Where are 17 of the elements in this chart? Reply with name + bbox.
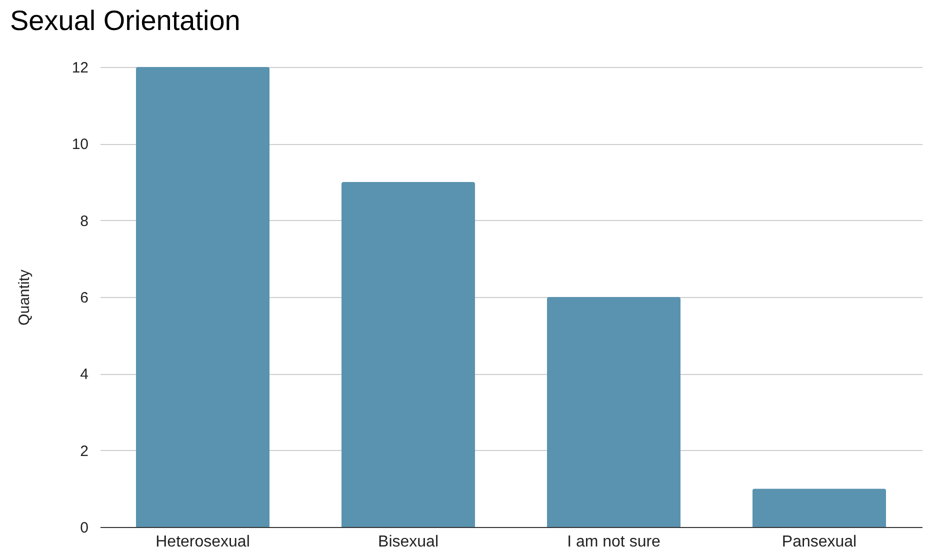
bar bbox=[752, 488, 886, 527]
y-axis-title: Quantity bbox=[16, 269, 33, 326]
bar bbox=[546, 297, 681, 527]
x-tick-label: I am not sure bbox=[567, 534, 661, 550]
x-tick-label: Bisexual bbox=[378, 534, 438, 550]
x-tick-label: Pansexual bbox=[782, 534, 857, 550]
x-tick-label: Heterosexual bbox=[156, 534, 250, 550]
bar bbox=[136, 67, 270, 527]
bar bbox=[341, 182, 476, 527]
chart-title: Sexual Orientation bbox=[10, 5, 240, 36]
y-tick-label: 10 bbox=[72, 136, 88, 154]
y-tick-label: 2 bbox=[80, 442, 88, 460]
y-tick-label: 12 bbox=[72, 60, 88, 76]
y-tick-label: 6 bbox=[80, 290, 88, 306]
y-tick-label: 0 bbox=[80, 520, 88, 536]
y-tick-label: 4 bbox=[80, 366, 88, 384]
y-tick-label: 8 bbox=[80, 212, 88, 230]
